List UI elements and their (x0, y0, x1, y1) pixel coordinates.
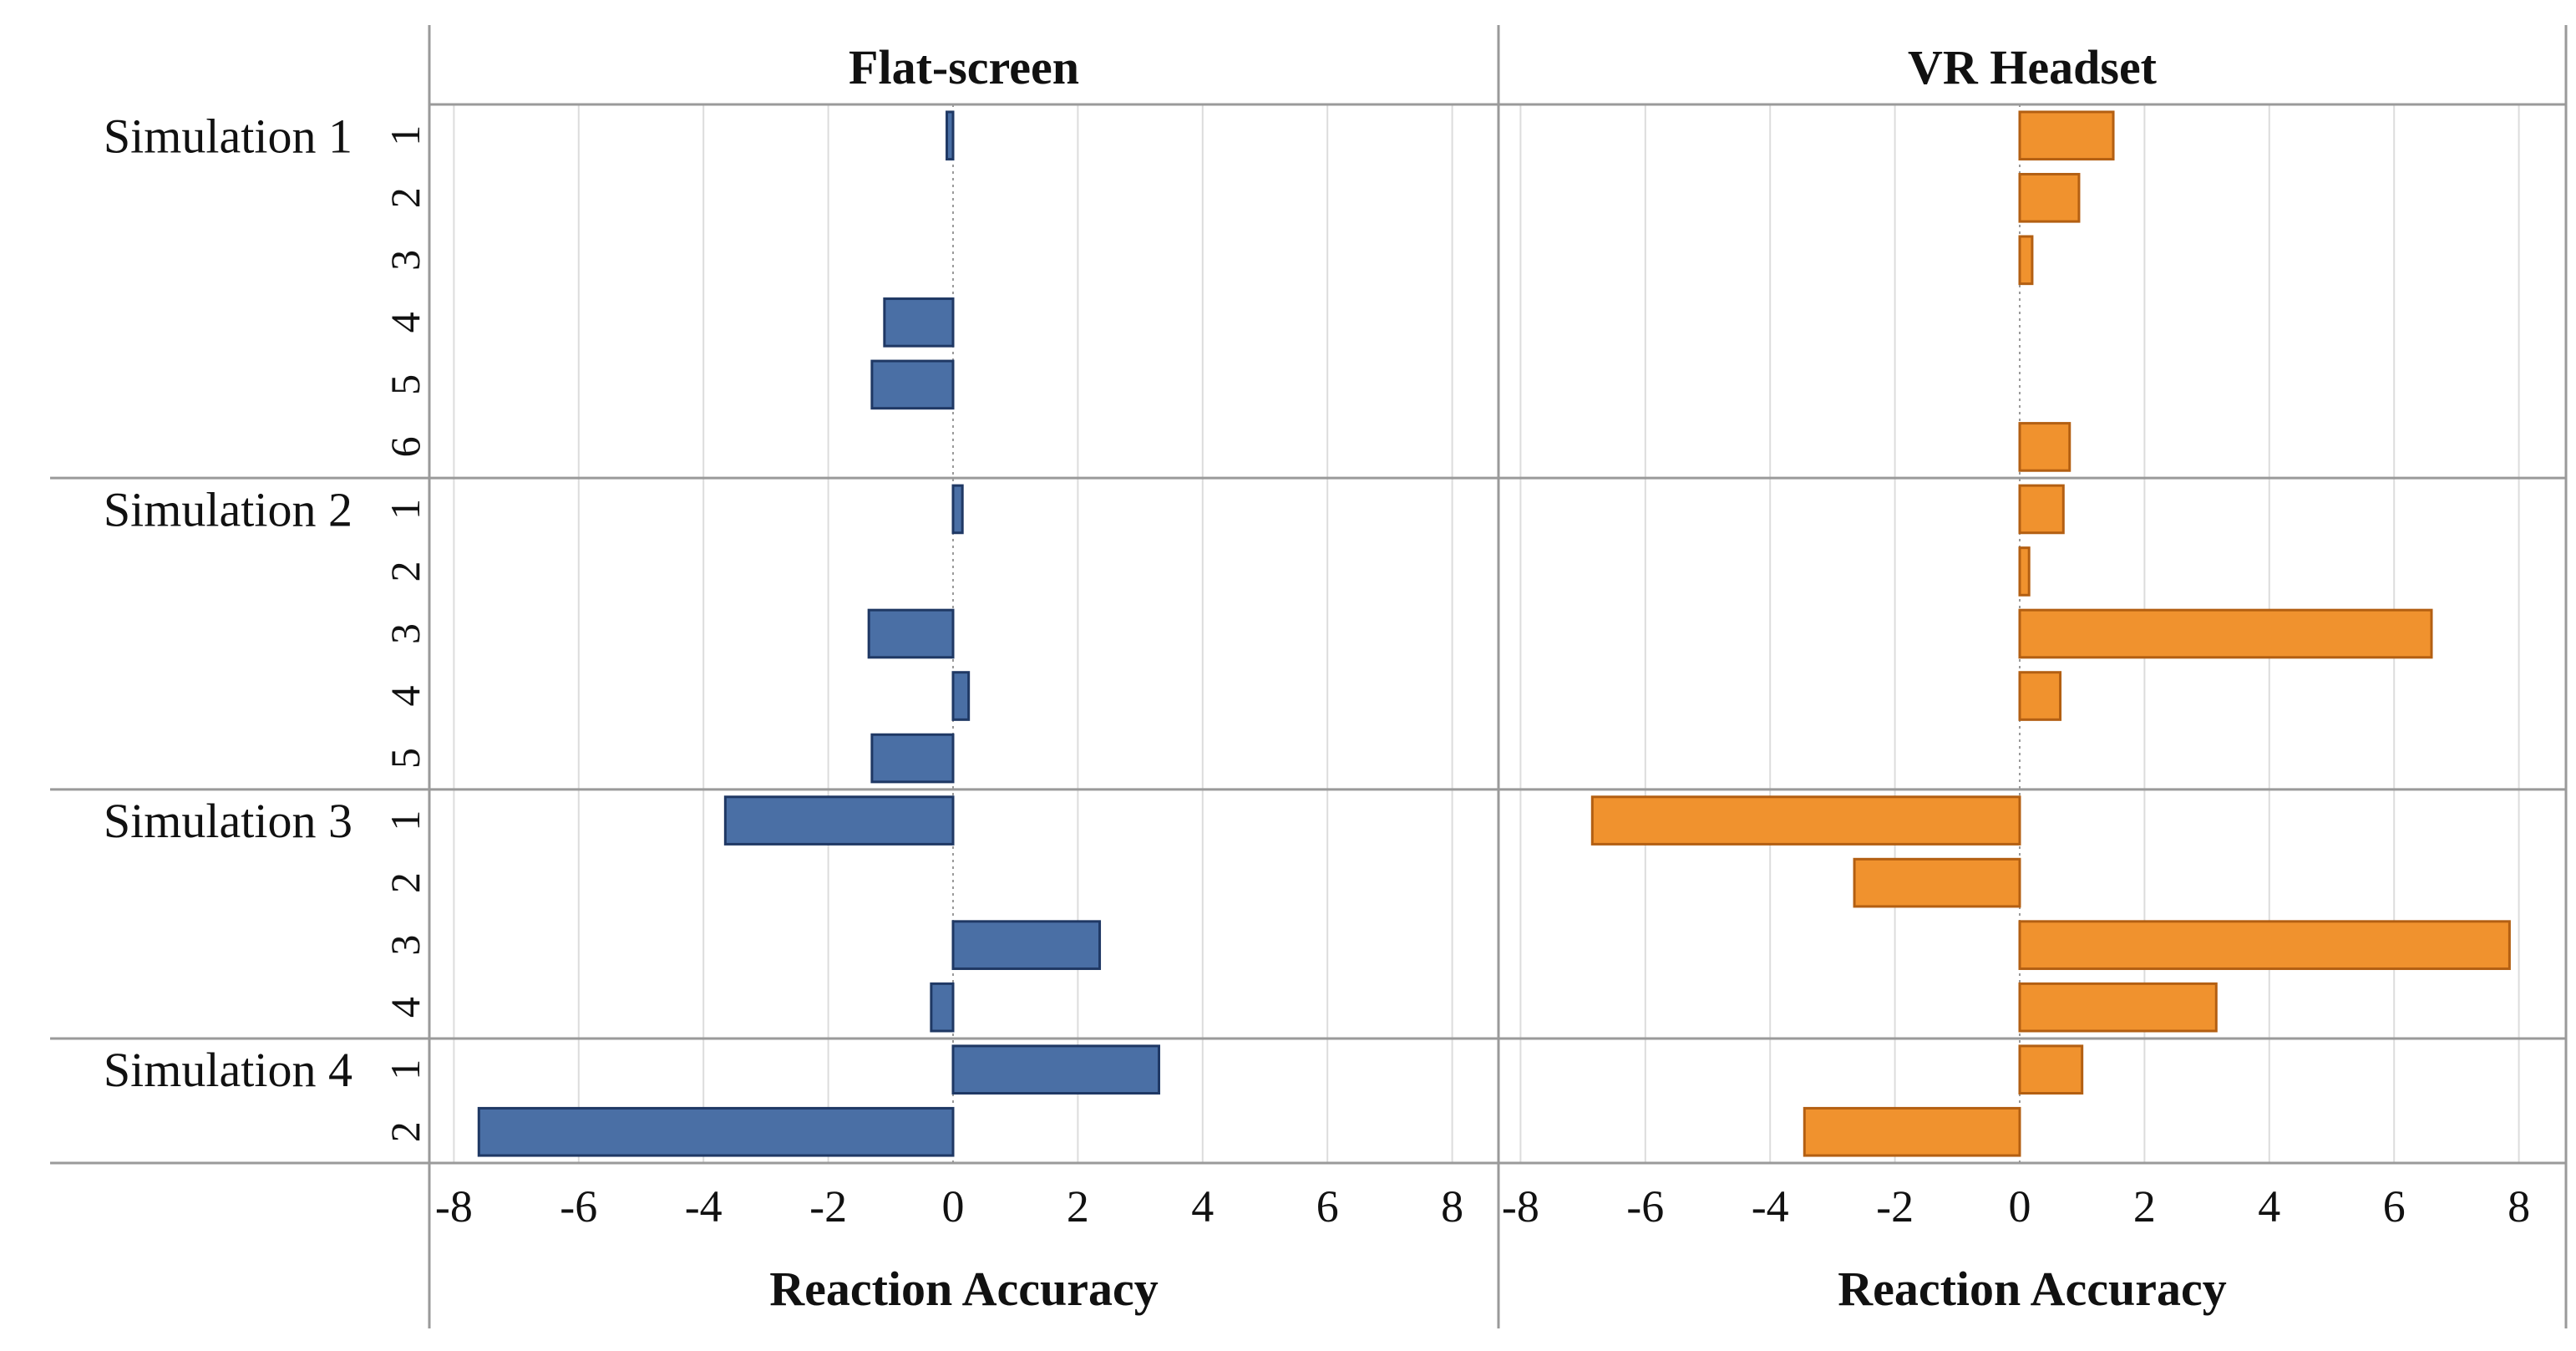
bar (2018, 422, 2071, 472)
trial-label: 1 (382, 1059, 428, 1080)
bar (870, 733, 955, 784)
x-tick-label: 6 (1316, 1181, 1339, 1232)
trial-label: 4 (382, 686, 428, 707)
x-tick-label: 8 (2508, 1181, 2530, 1232)
x-tick-label: -2 (809, 1181, 847, 1232)
bar (1590, 795, 2021, 846)
trial-label: 1 (382, 810, 428, 831)
bar (2018, 920, 2511, 970)
bar (2018, 235, 2034, 286)
trial-label: 2 (382, 561, 428, 582)
group-label: Simulation 4 (104, 1043, 352, 1097)
bar (723, 795, 955, 846)
x-tick-label: 2 (2133, 1181, 2156, 1232)
panel-title: VR Headset (1908, 40, 2158, 94)
x-axis-title: Reaction Accuracy (769, 1262, 1158, 1316)
bar (2018, 982, 2218, 1033)
x-tick-label: 4 (2258, 1181, 2280, 1232)
bar (883, 297, 955, 348)
x-tick-label: -6 (1626, 1181, 1664, 1232)
bar (2018, 546, 2031, 597)
group-label: Simulation 2 (104, 482, 352, 536)
x-tick-label: -2 (1876, 1181, 1914, 1232)
bar (951, 671, 971, 721)
bar (477, 1106, 955, 1157)
trial-label: 1 (382, 125, 428, 146)
bar (2018, 608, 2433, 659)
panel-title: Flat-screen (849, 40, 1079, 94)
trial-label: 5 (382, 748, 428, 769)
group-label: Simulation 3 (104, 794, 352, 848)
group-label: Simulation 1 (104, 109, 352, 163)
bar (870, 359, 955, 410)
x-tick-label: 4 (1191, 1181, 1214, 1232)
x-axis-title: Reaction Accuracy (1838, 1262, 2226, 1316)
bar (946, 110, 955, 161)
bar (951, 1044, 1161, 1095)
x-tick-label: -6 (560, 1181, 597, 1232)
trial-label: 3 (382, 250, 428, 271)
trial-label: 5 (382, 374, 428, 395)
trial-label: 2 (382, 872, 428, 893)
trial-label: 6 (382, 436, 428, 457)
trial-label: 3 (382, 935, 428, 956)
bar (2018, 110, 2115, 161)
x-tick-label: 6 (2383, 1181, 2406, 1232)
x-tick-label: -4 (685, 1181, 723, 1232)
trial-label: 4 (382, 312, 428, 333)
trial-label: 1 (382, 499, 428, 520)
trial-label: 2 (382, 187, 428, 208)
trial-label: 4 (382, 997, 428, 1018)
bar (951, 920, 1102, 970)
x-tick-label: 2 (1067, 1181, 1089, 1232)
bar (1853, 857, 2021, 908)
x-tick-label: -4 (1752, 1181, 1789, 1232)
bar (867, 608, 955, 659)
bar (1803, 1106, 2021, 1157)
bar (2018, 172, 2081, 223)
bar (2018, 671, 2062, 721)
x-tick-label: 8 (1441, 1181, 1463, 1232)
bar (2018, 484, 2065, 535)
trial-label: 3 (382, 623, 428, 644)
bar (930, 982, 955, 1033)
x-tick-label: 0 (2009, 1181, 2031, 1232)
x-tick-label: -8 (435, 1181, 473, 1232)
x-tick-label: -8 (1502, 1181, 1539, 1232)
trial-label: 2 (382, 1121, 428, 1142)
bar (951, 484, 964, 535)
x-tick-label: 0 (942, 1181, 965, 1232)
bar (2018, 1044, 2084, 1095)
